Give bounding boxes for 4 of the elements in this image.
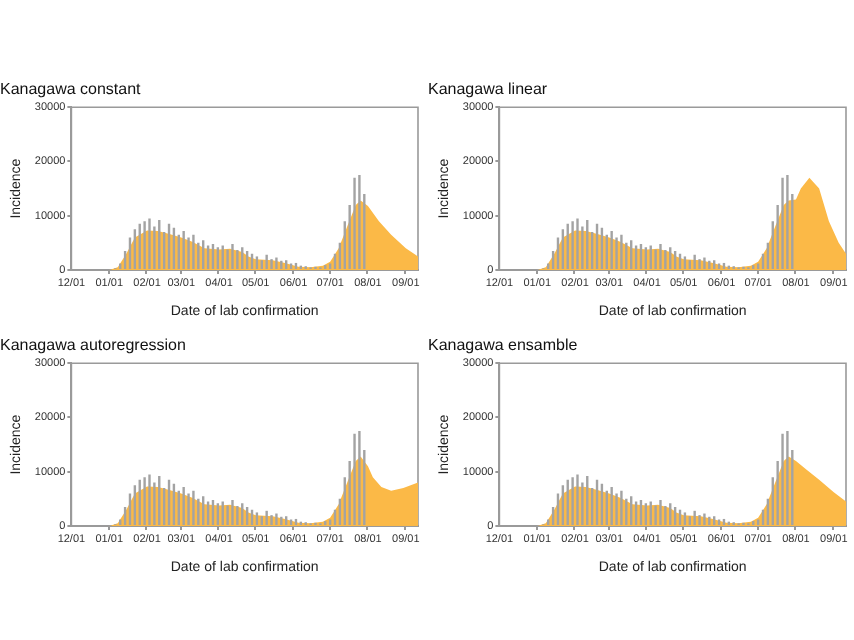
chart-title: Kanagawa linear <box>428 80 548 99</box>
chart-title: Kanagawa autoregression <box>0 336 186 355</box>
chart-title: Kanagawa ensamble <box>428 336 579 355</box>
chart-title: Kanagawa constant <box>0 80 143 99</box>
